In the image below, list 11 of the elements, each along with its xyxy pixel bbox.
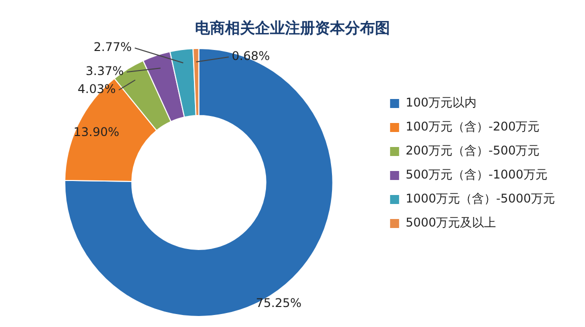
legend-label: 5000万元及以上: [406, 216, 496, 230]
legend-label: 200万元（含）-500万元: [406, 144, 540, 158]
legend-label: 100万元（含）-200万元: [406, 120, 540, 134]
data-label: 75.25%: [256, 296, 302, 310]
legend-label: 1000万元（含）-5000万元: [406, 192, 556, 206]
data-label: 13.90%: [73, 124, 120, 139]
legend-label: 100万元以内: [406, 96, 476, 110]
data-label: 3.37%: [86, 64, 124, 78]
data-label: 2.77%: [94, 40, 132, 54]
legend-label: 500万元（含）-1000万元: [406, 168, 548, 182]
chart-title: 电商相关企业注册资本分布图: [195, 18, 390, 37]
